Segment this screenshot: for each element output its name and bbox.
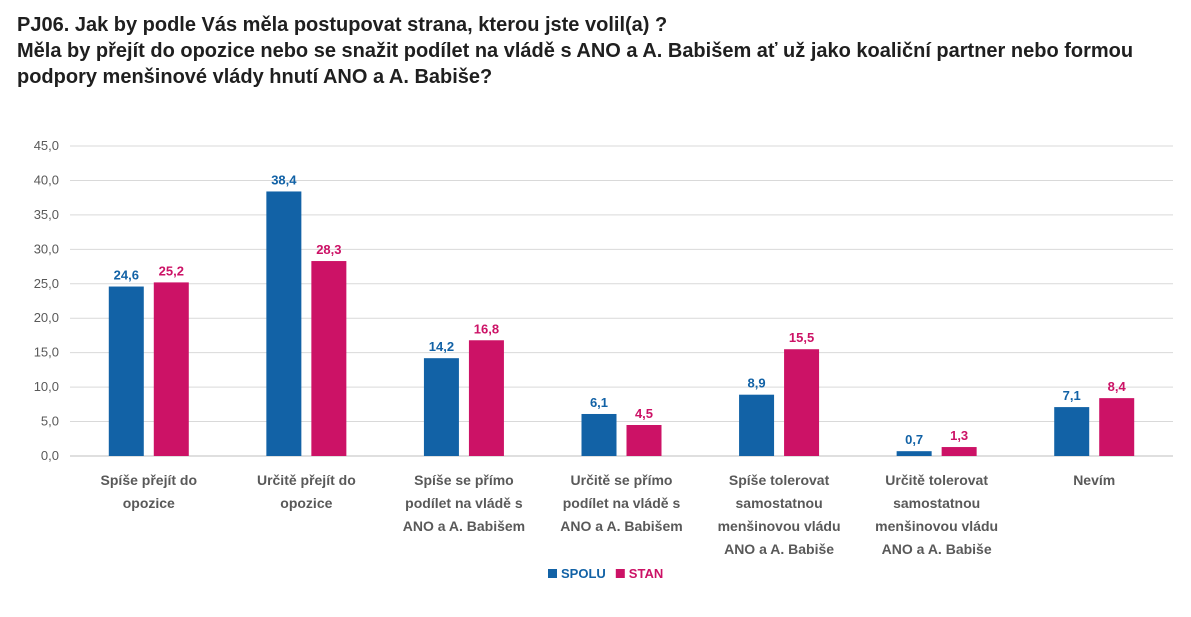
y-tick-label: 35,0 [34, 207, 59, 222]
y-tick-label: 15,0 [34, 345, 59, 360]
y-tick-label: 25,0 [34, 276, 59, 291]
bar-spolu [1054, 407, 1090, 456]
x-category-label: Nevím [1073, 472, 1115, 488]
y-tick-label: 0,0 [41, 448, 59, 463]
bar-spolu [739, 394, 775, 456]
data-label-spolu: 38,4 [271, 172, 297, 187]
y-tick-label: 30,0 [34, 241, 59, 256]
data-label-spolu: 0,7 [905, 432, 923, 447]
bar-spolu [423, 358, 459, 456]
y-tick-label: 20,0 [34, 310, 59, 325]
data-labels: 24,6 25,2 38,4 28,3 14,2 16,8 6,1 4,5 8,9 15,5 0,7… [114, 172, 1127, 447]
data-label-spolu: 8,9 [748, 376, 766, 391]
data-label-stan: 1,3 [950, 428, 968, 443]
bar-spolu [896, 451, 932, 456]
title-line-1: PJ06. Jak by podle Vás měla postupovat s… [17, 14, 668, 36]
data-label-stan: 15,5 [789, 330, 814, 345]
legend-label-stan: STAN [629, 566, 663, 581]
legend-swatch-stan [615, 569, 625, 578]
x-category-label: Určitě přejít do opozice [257, 472, 356, 511]
x-category-label: Určitě se přímo podílet na vládě s ANO a A… [560, 472, 682, 534]
x-axis: Spíše přejít do opozice Určitě přejít do op… [101, 472, 1116, 557]
bar-spolu [266, 191, 302, 456]
x-category-label: Spíše se přímo podílet na vládě s ANO a A.… [403, 472, 525, 534]
y-tick-label: 40,0 [34, 172, 59, 187]
y-tick-label: 10,0 [34, 379, 59, 394]
legend-label-spolu: SPOLU [561, 566, 606, 581]
title-line-3: podpory menšinové vlády hnutí ANO a A. B… [17, 66, 493, 88]
title-line-2: Měla by přejít do opozice nebo se snažit… [17, 40, 1134, 62]
bar-stan [468, 340, 504, 456]
legend: SPOLU STAN [548, 566, 663, 581]
x-category-label: Určitě tolerovat samostatnou menšinovou vl… [875, 472, 998, 557]
bar-stan [941, 447, 977, 456]
bar-stan [626, 425, 662, 456]
data-label-stan: 4,5 [635, 406, 653, 421]
y-tick-label: 5,0 [41, 414, 59, 429]
data-label-stan: 8,4 [1108, 379, 1127, 394]
data-label-stan: 28,3 [316, 242, 341, 257]
data-label-stan: 25,2 [159, 263, 184, 278]
bar-spolu [108, 286, 144, 456]
bar-stan [784, 349, 820, 456]
bar-stan [1099, 398, 1135, 456]
y-tick-label: 45,0 [34, 138, 59, 153]
bar-spolu [581, 413, 617, 456]
legend-swatch-spolu [548, 569, 557, 578]
bar-stan [153, 282, 189, 456]
x-category-label: Spíše přejít do opozice [101, 472, 197, 511]
y-axis: 0,0 5,0 10,0 15,0 20,0 25,0 30,0 35,0 40,0 45,0 [34, 138, 59, 463]
data-label-spolu: 14,2 [429, 339, 454, 354]
bar-stan [311, 261, 347, 456]
x-category-label: Spíše tolerovat samostatnou menšinovou vlá… [718, 472, 841, 557]
bars [108, 191, 1135, 456]
data-label-stan: 16,8 [474, 321, 499, 336]
data-label-spolu: 7,1 [1063, 388, 1081, 403]
data-label-spolu: 24,6 [114, 268, 139, 283]
gridlines [70, 145, 1173, 457]
chart-title: PJ06. Jak by podle Vás měla postupovat s… [17, 12, 1182, 90]
data-label-spolu: 6,1 [590, 395, 608, 410]
